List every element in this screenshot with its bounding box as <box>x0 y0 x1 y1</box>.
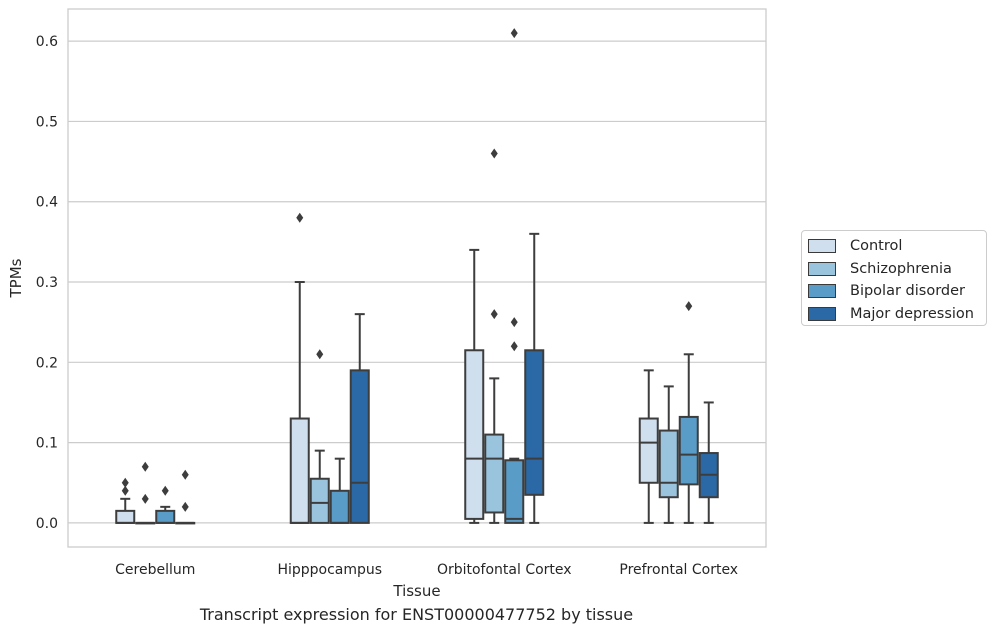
outlier-point <box>316 349 324 360</box>
legend-swatch-bipolar-disorder <box>808 284 836 299</box>
y-axis-label: TPMs <box>7 258 25 298</box>
box-major-depression-3 <box>698 401 719 524</box>
legend: Control Schizophrenia Bipolar disorder M… <box>801 230 987 326</box>
iqr-box <box>309 477 330 524</box>
box-schizophrenia-1 <box>309 349 330 524</box>
box-plot-marks <box>115 28 719 525</box>
legend-swatch-major-depression <box>808 306 836 321</box>
box-major-depression-0 <box>175 469 196 525</box>
outlier-point <box>296 212 304 223</box>
iqr-box <box>484 433 505 514</box>
iqr-box <box>658 429 679 499</box>
legend-label-bipolar-disorder: Bipolar disorder <box>850 283 965 300</box>
box-major-depression-1 <box>349 313 370 524</box>
figure-caption: Transcript expression for ENST0000047775… <box>199 605 634 624</box>
y-tick-label: 0.1 <box>36 436 58 452</box>
outlier-point <box>510 28 518 39</box>
x-tick-label: Prefrontal Cortex <box>619 562 738 578</box>
iqr-box <box>289 417 310 524</box>
iqr-box <box>638 417 659 484</box>
legend-item-major-depression: Major depression <box>808 303 980 326</box>
outlier-point <box>161 485 169 496</box>
legend-item-control: Control <box>808 235 980 258</box>
legend-label-major-depression: Major depression <box>850 305 974 322</box>
box-control-1 <box>289 212 310 524</box>
legend-item-schizophrenia: Schizophrenia <box>808 258 980 281</box>
iqr-box <box>349 369 370 524</box>
box-schizophrenia-0 <box>135 461 156 525</box>
outlier-point <box>490 148 498 159</box>
legend-label-schizophrenia: Schizophrenia <box>850 260 952 277</box>
box-control-0 <box>115 477 136 524</box>
outlier-point <box>141 461 149 472</box>
x-axis-ticks: Cerebellum Hipppocampus Orbitofontal Corte… <box>115 562 738 578</box>
box-bipolar-disorder-1 <box>329 457 350 524</box>
outlier-point <box>685 301 693 312</box>
iqr-box <box>678 415 699 486</box>
box-major-depression-2 <box>524 232 545 524</box>
box-bipolar-disorder-0 <box>155 485 176 524</box>
y-tick-label: 0.5 <box>36 114 58 130</box>
box-bipolar-disorder-2 <box>504 28 525 524</box>
outlier-point <box>121 485 129 496</box>
legend-item-bipolar-disorder: Bipolar disorder <box>808 280 980 303</box>
box-schizophrenia-2 <box>484 148 505 524</box>
y-axis-ticks: 0.0 0.1 0.2 0.3 0.4 0.5 0.6 <box>36 34 58 532</box>
iqr-box <box>464 349 485 520</box>
y-tick-label: 0.6 <box>36 34 58 50</box>
x-tick-label: Hipppocampus <box>277 562 382 578</box>
plot-area-frame <box>67 8 767 548</box>
iqr-box <box>524 349 545 496</box>
box-control-3 <box>638 369 659 524</box>
iqr-box <box>329 489 350 524</box>
outlier-point <box>141 493 149 504</box>
iqr-box <box>115 509 136 524</box>
y-tick-label: 0.4 <box>36 195 58 211</box>
legend-label-control: Control <box>850 238 903 255</box>
box-bipolar-disorder-3 <box>678 301 699 524</box>
outlier-point <box>121 477 129 488</box>
y-tick-label: 0.2 <box>36 355 58 371</box>
legend-swatch-schizophrenia <box>808 261 836 276</box>
box-schizophrenia-3 <box>658 385 679 524</box>
outlier-point <box>490 309 498 320</box>
outlier-point <box>181 501 189 512</box>
x-axis-label: Tissue <box>392 582 440 600</box>
legend-swatch-control <box>808 239 836 254</box>
x-tick-label: Cerebellum <box>115 562 195 578</box>
outlier-point <box>510 341 518 352</box>
box-control-2 <box>464 248 485 524</box>
iqr-box <box>504 459 525 524</box>
outlier-point <box>510 317 518 328</box>
iqr-box <box>155 509 176 524</box>
x-tick-label: Orbitofontal Cortex <box>437 562 572 578</box>
y-tick-label: 0.0 <box>36 516 58 532</box>
outlier-point <box>181 469 189 480</box>
grid-lines <box>68 40 766 524</box>
y-tick-label: 0.3 <box>36 275 58 291</box>
